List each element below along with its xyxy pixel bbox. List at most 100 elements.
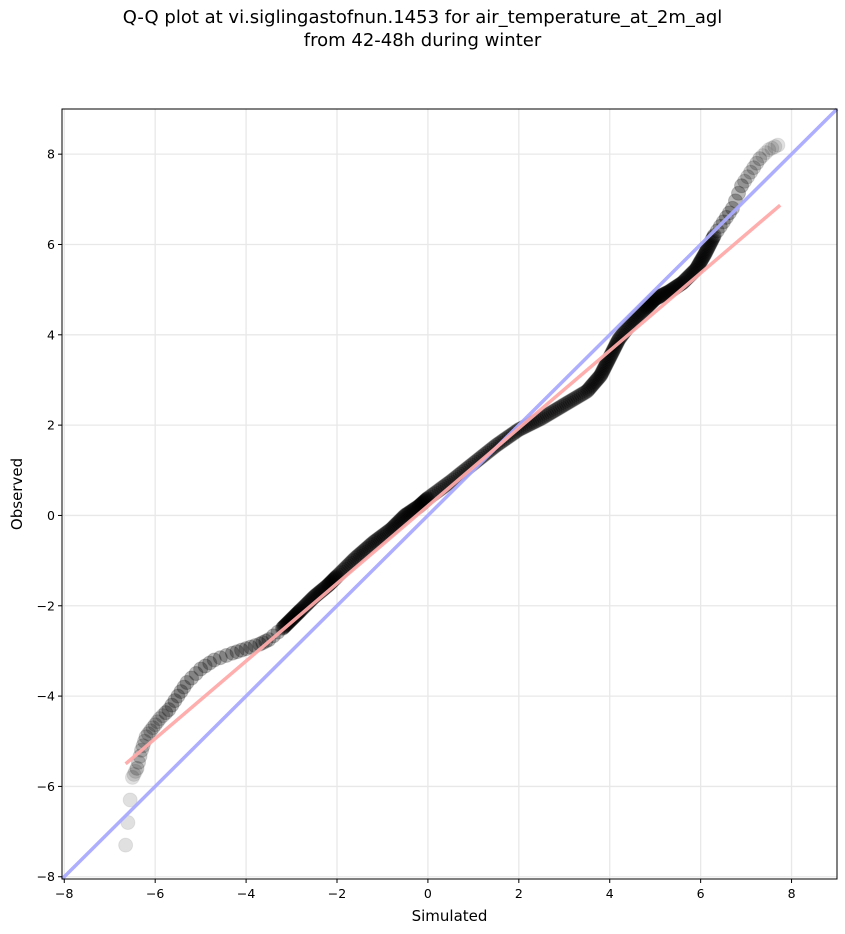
data-point bbox=[286, 609, 302, 625]
x-tick-label: 8 bbox=[788, 886, 796, 901]
x-axis-label: Simulated bbox=[412, 907, 488, 925]
data-point bbox=[197, 658, 213, 674]
data-point bbox=[648, 290, 664, 306]
data-point bbox=[212, 650, 228, 666]
data-point bbox=[595, 363, 611, 379]
data-point bbox=[370, 531, 386, 547]
data-point bbox=[362, 537, 378, 553]
data-point bbox=[202, 655, 218, 671]
fit-line bbox=[124, 203, 782, 766]
data-point bbox=[731, 185, 747, 201]
data-point bbox=[695, 249, 711, 265]
data-point bbox=[586, 375, 602, 391]
data-point bbox=[361, 539, 377, 554]
data-point bbox=[737, 173, 753, 189]
data-point bbox=[129, 760, 145, 776]
axis-ticks: −8 −6 −4 −2 0 2 4 6 8 −8 −6 −4 −2 0 2 4 6 8 bbox=[37, 147, 796, 901]
data-point bbox=[152, 711, 168, 727]
data-point bbox=[701, 238, 717, 254]
data-point bbox=[535, 409, 551, 425]
data-point bbox=[368, 532, 384, 548]
data-point bbox=[534, 410, 550, 426]
data-point bbox=[399, 506, 415, 522]
data-point bbox=[692, 255, 708, 271]
y-tick-label: 2 bbox=[47, 418, 55, 433]
x-tick-label: −4 bbox=[237, 886, 255, 901]
data-point bbox=[539, 407, 555, 423]
data-point bbox=[206, 652, 222, 668]
data-point bbox=[549, 401, 565, 417]
data-point bbox=[155, 708, 171, 724]
data-point bbox=[734, 178, 750, 194]
data-point bbox=[243, 639, 259, 655]
data-point bbox=[580, 382, 596, 398]
data-point bbox=[397, 507, 413, 523]
data-point bbox=[350, 548, 366, 564]
data-point bbox=[599, 355, 615, 371]
data-point bbox=[551, 400, 567, 416]
data-point bbox=[652, 288, 668, 304]
data-point bbox=[193, 661, 209, 677]
data-point bbox=[566, 391, 582, 407]
x-tick-label: 2 bbox=[515, 886, 523, 901]
data-point bbox=[649, 290, 665, 306]
data-point bbox=[570, 389, 586, 405]
data-point bbox=[700, 239, 716, 255]
data-point bbox=[118, 837, 134, 853]
y-tick-label: −8 bbox=[37, 869, 55, 884]
data-point bbox=[364, 536, 380, 552]
data-point bbox=[355, 544, 371, 560]
data-point bbox=[596, 360, 612, 376]
y-tick-label: 4 bbox=[47, 327, 55, 342]
data-point bbox=[587, 374, 603, 390]
data-point bbox=[694, 251, 710, 267]
data-point bbox=[395, 510, 411, 526]
data-point bbox=[651, 289, 667, 305]
x-tick-label: 4 bbox=[606, 886, 614, 901]
data-point bbox=[288, 607, 304, 623]
data-point bbox=[347, 550, 363, 566]
data-point bbox=[709, 223, 725, 239]
identity-line bbox=[60, 107, 839, 881]
data-point bbox=[287, 608, 303, 624]
data-point bbox=[571, 388, 587, 404]
data-point bbox=[690, 257, 706, 273]
data-point bbox=[764, 140, 780, 156]
y-tick-label: −6 bbox=[37, 779, 55, 794]
data-point bbox=[575, 386, 591, 402]
y-tick-label: 0 bbox=[47, 508, 55, 523]
data-point bbox=[588, 373, 604, 389]
data-point bbox=[143, 723, 159, 739]
data-point bbox=[224, 645, 240, 661]
data-point bbox=[173, 684, 189, 700]
data-point bbox=[746, 160, 762, 176]
data-point bbox=[749, 155, 765, 171]
reference-lines bbox=[60, 107, 839, 881]
data-point bbox=[696, 247, 712, 263]
data-point bbox=[584, 378, 600, 394]
data-point bbox=[164, 697, 180, 713]
data-point bbox=[579, 383, 595, 399]
data-point bbox=[593, 366, 609, 382]
data-point bbox=[353, 545, 369, 561]
data-point bbox=[585, 377, 601, 393]
data-point bbox=[693, 253, 709, 269]
data-point bbox=[149, 714, 165, 730]
data-point bbox=[158, 705, 174, 721]
data-point bbox=[135, 738, 151, 754]
data-point bbox=[564, 392, 580, 408]
data-point bbox=[545, 404, 561, 420]
data-point bbox=[611, 331, 627, 347]
data-point bbox=[697, 246, 713, 262]
data-point bbox=[541, 406, 557, 422]
data-point bbox=[396, 509, 412, 525]
data-point bbox=[218, 647, 234, 663]
data-point bbox=[170, 688, 186, 704]
data-point bbox=[597, 358, 613, 374]
data-point bbox=[699, 243, 715, 259]
data-point bbox=[577, 384, 593, 400]
data-point bbox=[696, 248, 712, 264]
data-point bbox=[755, 148, 771, 164]
data-point bbox=[568, 390, 584, 406]
